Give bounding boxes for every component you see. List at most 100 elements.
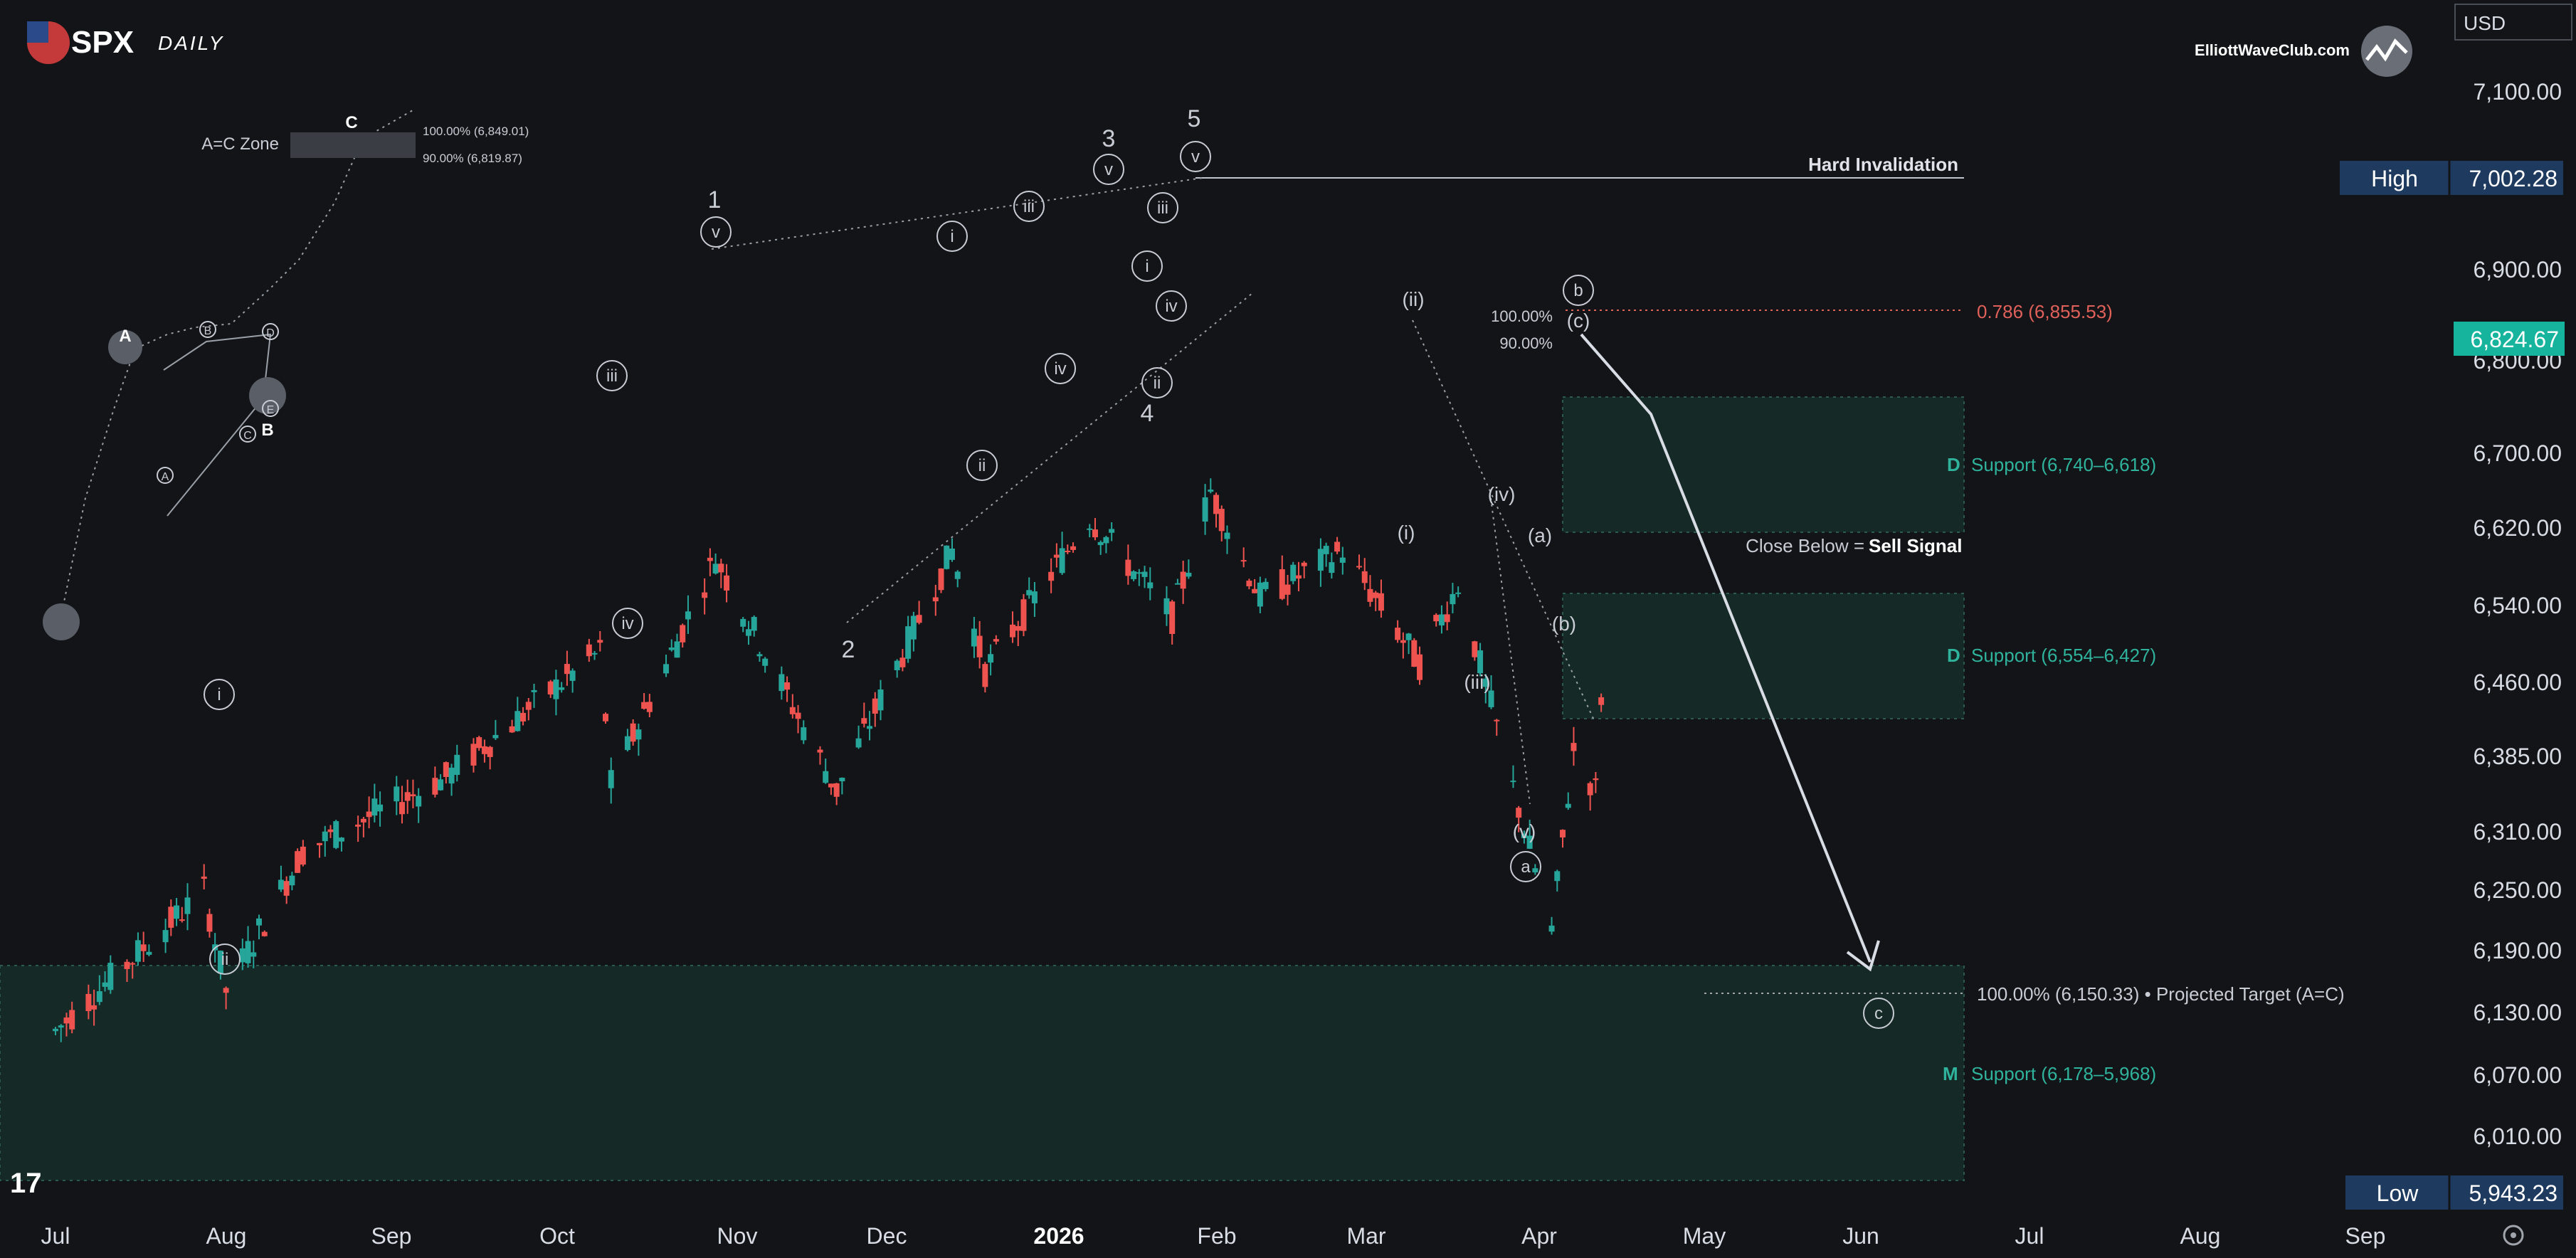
minor-wave-labels: (ii) (i) (iv) (iii) (v) (a) (b) (c) — [1398, 288, 1590, 842]
candle-body — [988, 654, 994, 663]
candle-body — [492, 734, 499, 739]
inset-c-small-marker — [239, 426, 256, 443]
currency-label: USD — [2464, 12, 2506, 34]
price-tick: 6,700.00 — [2473, 440, 2562, 466]
primary-wave-labels: 1 2 3 4 5 — [708, 105, 1201, 663]
candle-body — [828, 783, 834, 788]
support-zone-3 — [0, 965, 1965, 1181]
candle-body — [438, 779, 444, 791]
inset-e-marker — [262, 400, 279, 417]
time-tick: Sep — [371, 1223, 412, 1249]
decline-upper-guide — [1412, 319, 1595, 721]
candle-body — [1373, 592, 1379, 598]
brand-text: ElliottWaveClub.com — [2195, 41, 2350, 59]
wave-label: i — [1145, 257, 1149, 276]
candle-body — [608, 770, 614, 788]
candle-body — [239, 948, 246, 963]
time-tick: Dec — [867, 1223, 907, 1249]
wave-label: v — [712, 223, 720, 242]
candle-body — [685, 611, 691, 620]
candle-body — [1015, 625, 1021, 631]
candle-body — [833, 783, 840, 797]
candle-body — [603, 714, 608, 722]
candle-body — [646, 702, 653, 712]
wave-label: v — [1191, 147, 1200, 166]
time-tick: Aug — [2180, 1223, 2221, 1249]
candle-body — [597, 640, 603, 643]
candle-body — [1284, 584, 1291, 595]
price-tick: 6,250.00 — [2473, 877, 2562, 903]
candle-body — [801, 727, 807, 741]
candle-body — [877, 689, 884, 711]
candle-body — [586, 644, 592, 657]
candle-body — [283, 881, 290, 896]
candle-body — [140, 944, 147, 951]
wave-label: i — [217, 685, 221, 704]
candle-body — [295, 851, 301, 873]
low-tag-label: Low — [2377, 1180, 2419, 1206]
candle-body — [63, 1017, 70, 1024]
candle-body — [184, 897, 191, 914]
settings-icon[interactable] — [2503, 1225, 2524, 1246]
candle-body — [938, 568, 944, 591]
candle-body — [817, 749, 823, 753]
projection-arrowhead — [1846, 940, 1880, 972]
candle-body — [894, 660, 900, 670]
time-tick: Aug — [206, 1223, 247, 1249]
time-axis: Jul Aug Sep Oct Nov Dec 2026 Feb Mar Apr… — [41, 1223, 2386, 1249]
currency-selector[interactable]: USD — [2454, 4, 2572, 41]
high-tag: High 7,002.28 — [2340, 161, 2563, 195]
candle-body — [916, 615, 922, 623]
candle-body — [624, 736, 630, 751]
projection-arrow — [1580, 333, 1880, 972]
candle-body — [377, 804, 384, 812]
candle-body — [867, 726, 873, 729]
candle-body — [1240, 560, 1247, 562]
tradingview-logo-icon: 17 — [10, 1168, 42, 1199]
candle-body — [432, 778, 438, 795]
candle-body — [124, 961, 130, 969]
candle-body — [1417, 654, 1423, 680]
candle-body — [1405, 633, 1412, 640]
candle-body — [1571, 743, 1577, 751]
candle-body — [1224, 532, 1230, 539]
wave-label: ii — [1154, 374, 1161, 393]
candle-body — [130, 963, 136, 965]
candle-body — [712, 564, 719, 574]
circled-wave-markers — [204, 141, 1894, 1029]
candle-body — [1290, 564, 1297, 581]
wave-label: (c) — [1567, 310, 1590, 332]
candle-body — [1411, 640, 1418, 667]
time-tick: Nov — [717, 1223, 758, 1249]
time-tick-year: 2026 — [1033, 1223, 1084, 1249]
wave-1-label: 1 — [708, 186, 722, 213]
candle-body — [487, 746, 493, 757]
candle-body — [1131, 571, 1137, 579]
candle-body — [1103, 536, 1109, 544]
candle-body — [1450, 593, 1456, 605]
candle-body — [899, 657, 906, 667]
support2-letter: D — [1947, 645, 1960, 666]
inset-b-small: B — [204, 325, 212, 337]
wave-label: (i) — [1398, 522, 1415, 544]
candle-body — [1169, 601, 1176, 634]
candle-body — [355, 824, 361, 827]
candle-body — [1092, 529, 1098, 538]
candle-body — [1031, 591, 1038, 603]
inset-a-small: A — [162, 471, 169, 483]
candle-body — [1020, 599, 1027, 631]
candle-body — [1482, 678, 1489, 687]
price-tick: 6,540.00 — [2473, 593, 2562, 618]
candle-body — [1378, 593, 1384, 611]
inset-start-marker — [43, 603, 80, 640]
candle-body — [789, 707, 796, 714]
inset-labels: A=C Zone C 100.00% (6,849.01) 90.00% (6,… — [43, 113, 529, 640]
timeframe-label: DAILY — [158, 32, 224, 54]
candle-body — [839, 778, 845, 781]
candle-body — [949, 548, 955, 560]
last-price-value: 6,824.67 — [2470, 327, 2559, 352]
high-tag-label: High — [2371, 166, 2418, 191]
candle-body — [514, 711, 521, 731]
candle-body — [146, 951, 152, 955]
inset-triangle — [163, 333, 272, 517]
